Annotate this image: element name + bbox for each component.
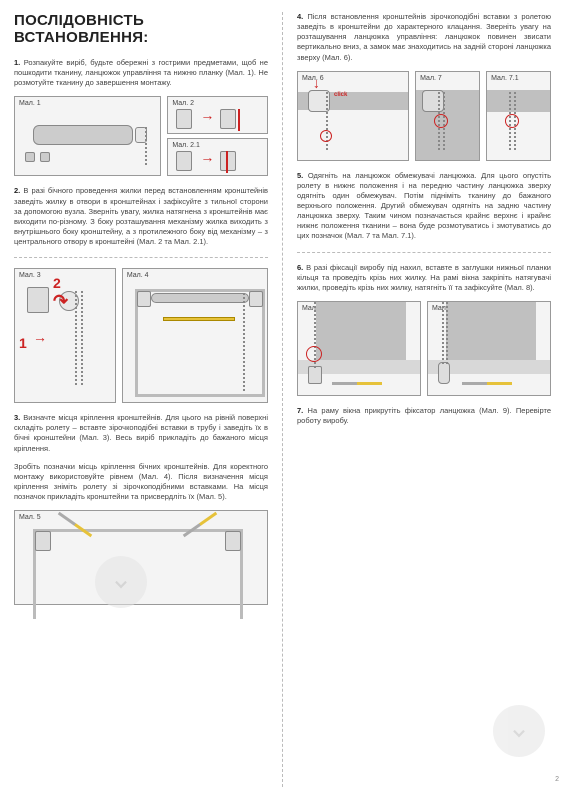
arrow-icon: →	[311, 77, 327, 91]
fig-7-label: Мал. 7	[420, 75, 442, 82]
step-5-text: Одягніть на ланцюжок обмежувачі ланцюжка…	[297, 171, 551, 241]
page-title: ПОСЛІДОВНІСТЬ ВСТАНОВЛЕННЯ:	[14, 12, 268, 46]
arrow-icon: →	[200, 107, 214, 123]
fig-21: Мал. 2.1 →	[167, 138, 268, 176]
fig-21-label: Мал. 2.1	[172, 142, 200, 149]
fig-2-label: Мал. 2	[172, 100, 194, 107]
step-3b: Зробіть позначки місць кріплення бічних …	[14, 462, 268, 503]
step-1: 1. Розпакуйте виріб, будьте обережні з г…	[14, 58, 268, 88]
fig-8: Мал. 8	[297, 301, 421, 396]
fig-9: Мал. 9	[427, 301, 551, 396]
step-2-text: В разі бічного проведення жилки перед вс…	[14, 186, 268, 246]
page-number: 2	[555, 776, 559, 783]
marker-2: 2	[53, 275, 61, 291]
fig-5-label: Мал. 5	[19, 514, 41, 521]
fig-3-label: Мал. 3	[19, 272, 41, 279]
fig-2: Мал. 2 →	[167, 96, 268, 134]
circle-icon	[320, 130, 332, 142]
fig-row-4: Мал. 6 click → Мал. 7 Мал. 7.1	[297, 71, 551, 161]
fig-1: Мал. 1	[14, 96, 161, 176]
fig-4-label: Мал. 4	[127, 272, 149, 279]
step-4-num: 4.	[297, 12, 303, 21]
step-3a-text: Визначте місця кріплення кронштейнів. Дл…	[14, 413, 268, 452]
fig-row-1: Мал. 1 Мал. 2 → Мал. 2.1 →	[14, 96, 268, 176]
fig-4: Мал. 4	[122, 268, 268, 403]
divider	[14, 257, 268, 258]
marker-1: 1	[19, 335, 27, 351]
click-label: click	[334, 92, 347, 98]
step-7-text: На раму вікна прикрутіть фіксатор ланцюж…	[297, 406, 551, 425]
fig-3: Мал. 3 2 ↷ 1 →	[14, 268, 116, 403]
divider	[297, 252, 551, 253]
step-3b-text: Зробіть позначки місць кріплення бічних …	[14, 462, 268, 501]
fig-71-label: Мал. 7.1	[491, 75, 519, 82]
step-3a: 3. Визначте місця кріплення кронштейнів.…	[14, 413, 268, 454]
arrow-icon: →	[33, 329, 47, 345]
step-7-num: 7.	[297, 406, 303, 415]
step-6-text: В разі фіксації виробу під нахил, вставт…	[297, 263, 551, 292]
step-4: 4. Після встановлення кронштейнів зірочк…	[297, 12, 551, 63]
step-7: 7. На раму вікна прикрутіть фіксатор лан…	[297, 406, 551, 426]
step-2-num: 2.	[14, 186, 20, 195]
step-5: 5. Одягніть на ланцюжок обмежувачі ланцю…	[297, 171, 551, 242]
fig-71: Мал. 7.1	[486, 71, 551, 161]
step-6-num: 6.	[297, 263, 303, 272]
fig-7: Мал. 7	[415, 71, 480, 161]
fig-1-label: Мал. 1	[19, 100, 41, 107]
step-6: 6. В разі фіксації виробу під нахил, вст…	[297, 263, 551, 293]
fig-6: Мал. 6 click →	[297, 71, 409, 161]
fig-row-5: Мал. 8 Мал. 9	[297, 301, 551, 396]
step-1-num: 1.	[14, 58, 20, 67]
arrow-icon: →	[200, 149, 214, 165]
circle-icon	[505, 114, 519, 128]
fig-row-2: Мал. 3 2 ↷ 1 → Мал. 4	[14, 268, 268, 403]
step-3-num: 3.	[14, 413, 20, 422]
watermark-icon	[95, 556, 147, 608]
step-4-text: Після встановлення кронштейнів зірочкопо…	[297, 12, 551, 62]
step-1-text: Розпакуйте виріб, будьте обережні з гост…	[14, 58, 268, 87]
circle-icon	[306, 346, 322, 362]
step-2: 2. В разі бічного проведення жилки перед…	[14, 186, 268, 247]
circle-icon	[434, 114, 448, 128]
arrow-icon: ↷	[53, 291, 68, 312]
step-5-num: 5.	[297, 171, 303, 180]
watermark-icon	[493, 705, 545, 757]
